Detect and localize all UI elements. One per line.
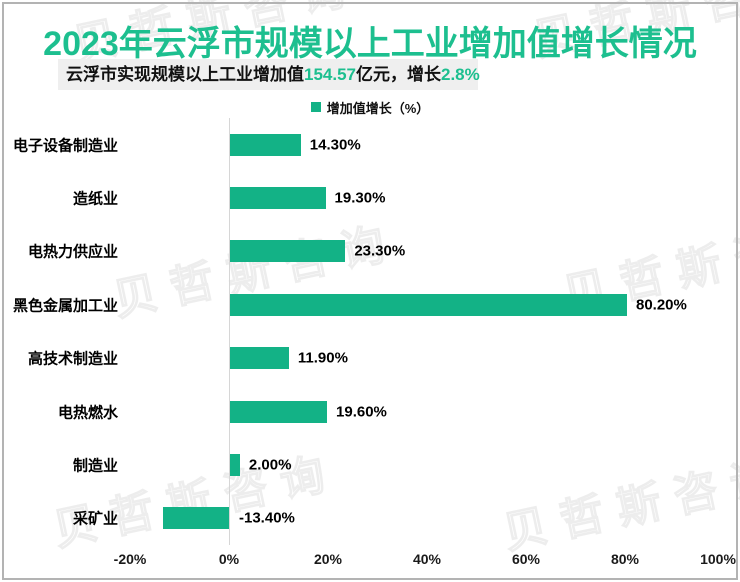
value-label: 19.60% — [336, 403, 387, 421]
value-label: 23.30% — [354, 242, 406, 260]
bar — [230, 347, 289, 370]
category-label: 制造业 — [72, 457, 118, 475]
page-title: 2023年云浮市规模以上工业增加值增长情况 — [43, 25, 697, 63]
legend-swatch-icon — [310, 102, 321, 112]
bar — [230, 400, 328, 423]
x-axis-tick-label: 60% — [511, 551, 541, 567]
x-axis-tick-label: 20% — [313, 551, 343, 567]
category-label: 电子设备制造业 — [12, 137, 118, 155]
bar — [230, 453, 240, 476]
legend-label: 增加值增长（%） — [326, 100, 430, 116]
value-label: 11.90% — [297, 349, 348, 367]
value-label: 14.30% — [309, 136, 361, 154]
value-label: 80.20% — [635, 296, 687, 314]
bar — [230, 133, 301, 156]
bar — [162, 507, 229, 530]
x-axis-tick-label: 40% — [412, 551, 442, 567]
subtitle-growth-value: 2.8% — [441, 65, 480, 84]
bar — [230, 240, 346, 263]
x-axis-tick-label: 0% — [218, 551, 240, 567]
value-label: -13.40% — [239, 509, 295, 527]
category-label: 高技术制造业 — [27, 350, 118, 368]
x-axis-tick-label: -20% — [113, 551, 147, 567]
value-label: 2.00% — [248, 456, 292, 474]
category-label: 黑色金属加工业 — [12, 297, 118, 315]
category-label: 采矿业 — [72, 510, 118, 528]
subtitle-amount-value: 154.57 — [304, 65, 356, 84]
category-label: 电热力供应业 — [27, 243, 118, 261]
chart-legend: 增加值增长（%） — [0, 98, 740, 116]
category-label: 电热燃水 — [57, 404, 118, 422]
subtitle-unit-text: 亿元，增长 — [356, 65, 441, 84]
bar — [230, 187, 326, 210]
subtitle-banner: 云浮市实现规模以上工业增加值154.57亿元，增长2.8% — [58, 59, 480, 90]
zero-axis-line — [229, 118, 230, 545]
subtitle-text: 云浮市实现规模以上工业增加值 — [66, 65, 304, 84]
x-axis-tick-label: 100% — [700, 551, 736, 567]
bar — [230, 293, 627, 316]
value-label: 19.30% — [334, 189, 386, 207]
category-label: 造纸业 — [72, 190, 118, 208]
x-axis-tick-label: 80% — [610, 551, 640, 567]
